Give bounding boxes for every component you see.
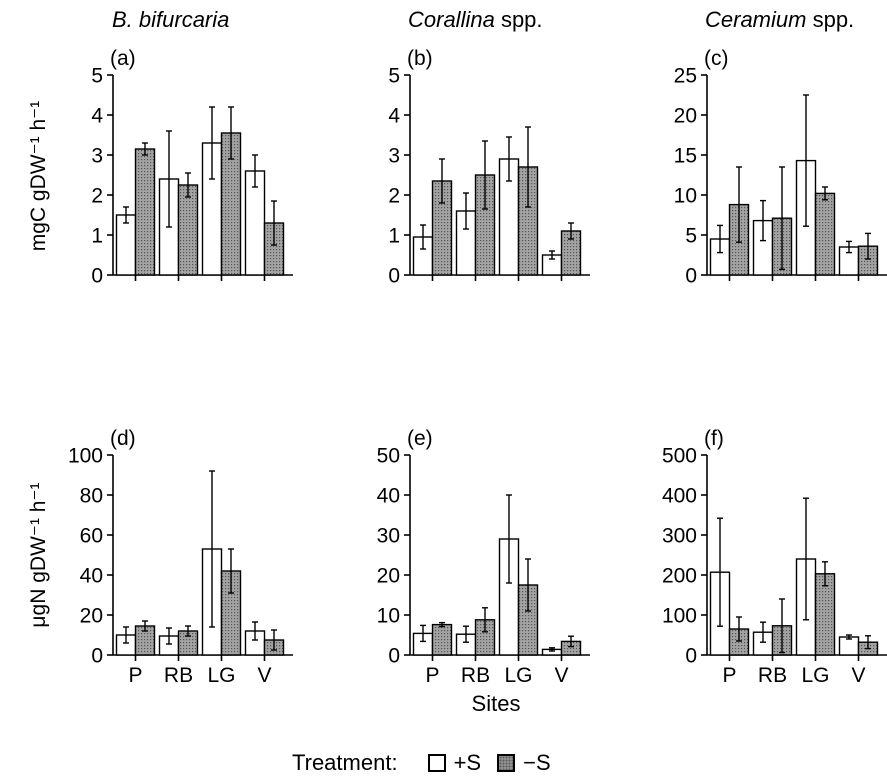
x-axis-title: Sites [472, 691, 521, 716]
y-tick-label: 50 [377, 445, 400, 468]
x-tick-label: P [425, 664, 439, 687]
legend-label-plus: +S [453, 750, 482, 775]
y-tick-label: 60 [80, 525, 103, 548]
y-tick-label: 300 [662, 525, 697, 548]
y-tick-label: 20 [80, 605, 103, 628]
legend-swatch-plus [427, 754, 446, 772]
x-tick-label: RB [461, 664, 490, 687]
y-tick-label: 0 [685, 645, 697, 668]
legend-title: Treatment: [292, 750, 398, 775]
y-tick-label: 30 [377, 525, 400, 548]
y-tick-label: 400 [662, 485, 697, 508]
y-tick-label: 1 [388, 225, 400, 248]
x-tick-label: RB [164, 664, 193, 687]
x-tick-label: LG [801, 664, 829, 687]
panel-b: (b) 0 1 2 3 4 5 [388, 47, 590, 288]
y-tick-label: 40 [377, 485, 400, 508]
y-tick-label: 1 [91, 225, 103, 248]
y-tick-label: 20 [377, 565, 400, 588]
y-tick-label: 40 [80, 565, 103, 588]
panel-a: (a) 0 1 2 3 4 5 [91, 47, 293, 288]
y-tick-label: 20 [674, 105, 697, 128]
y-tick-label: 2 [91, 185, 103, 208]
y-tick-label: 4 [388, 105, 400, 128]
panel-f: (f) 0 100 200 300 400 500 P RB LG V [662, 427, 887, 687]
bar-minus-s [177, 184, 199, 276]
top-row-ylabel: mgC gDW⁻¹ h⁻¹ [27, 101, 50, 252]
panel-d: (d) 0 20 40 60 80 100 P RB LG V [68, 427, 293, 687]
legend-item-plus: +S [427, 750, 482, 776]
y-tick-label: 100 [68, 445, 103, 468]
panel-label: (f) [704, 427, 724, 450]
y-tick-label: 100 [662, 605, 697, 628]
y-tick-label: 4 [91, 105, 103, 128]
y-tick-label: 0 [388, 645, 400, 668]
legend-item-minus: −S [497, 750, 551, 776]
y-tick-label: 0 [685, 265, 697, 288]
legend-swatch-minus [497, 754, 516, 772]
y-tick-label: 0 [388, 265, 400, 288]
panel-e: (e) 0 10 20 30 40 50 P RB LG V [377, 427, 590, 687]
y-tick-label: 5 [388, 65, 400, 88]
panel-label: (b) [407, 47, 433, 70]
y-tick-label: 10 [674, 185, 697, 208]
y-tick-label: 200 [662, 565, 697, 588]
column-title-3: Ceramium spp. [705, 7, 854, 32]
panel-label: (e) [407, 427, 433, 450]
y-tick-label: 2 [388, 185, 400, 208]
x-tick-label: V [851, 664, 865, 687]
bar-minus-s [431, 623, 453, 656]
panels: (a) 0 1 2 3 4 5 (b) 0 1 2 3 4 5 (c) 0 5 10 15 20 25 (d) 0 20 40 6… [68, 47, 887, 687]
panel-label: (d) [110, 427, 136, 450]
column-title-2: Corallina spp. [408, 7, 543, 32]
y-tick-label: 3 [91, 145, 103, 168]
y-tick-label: 25 [674, 65, 697, 88]
y-tick-label: 5 [685, 225, 697, 248]
y-tick-label: 0 [91, 645, 103, 668]
panel-label: (a) [110, 47, 136, 70]
bottom-row-ylabel: μgN gDW⁻¹ h⁻¹ [27, 482, 50, 627]
y-tick-label: 0 [91, 265, 103, 288]
panel-label: (c) [704, 47, 729, 70]
bar-minus-s [134, 148, 156, 276]
y-tick-label: 10 [377, 605, 400, 628]
legend-label-minus: −S [523, 750, 551, 775]
y-tick-label: 15 [674, 145, 697, 168]
x-tick-label: LG [207, 664, 235, 687]
bar-plus-s [115, 214, 137, 276]
x-tick-label: RB [758, 664, 787, 687]
column-title-1: B. bifurcaria [112, 7, 229, 32]
x-tick-label: V [554, 664, 568, 687]
bar-minus-s [814, 192, 836, 276]
panel-c: (c) 0 5 10 15 20 25 [674, 47, 887, 288]
x-tick-label: P [722, 664, 736, 687]
y-tick-label: 80 [80, 485, 103, 508]
y-tick-label: 500 [662, 445, 697, 468]
y-tick-label: 5 [91, 65, 103, 88]
y-tick-label: 3 [388, 145, 400, 168]
x-tick-label: LG [504, 664, 532, 687]
legend: Treatment: +S −S [292, 748, 567, 778]
x-tick-label: P [128, 664, 142, 687]
x-tick-label: V [257, 664, 271, 687]
